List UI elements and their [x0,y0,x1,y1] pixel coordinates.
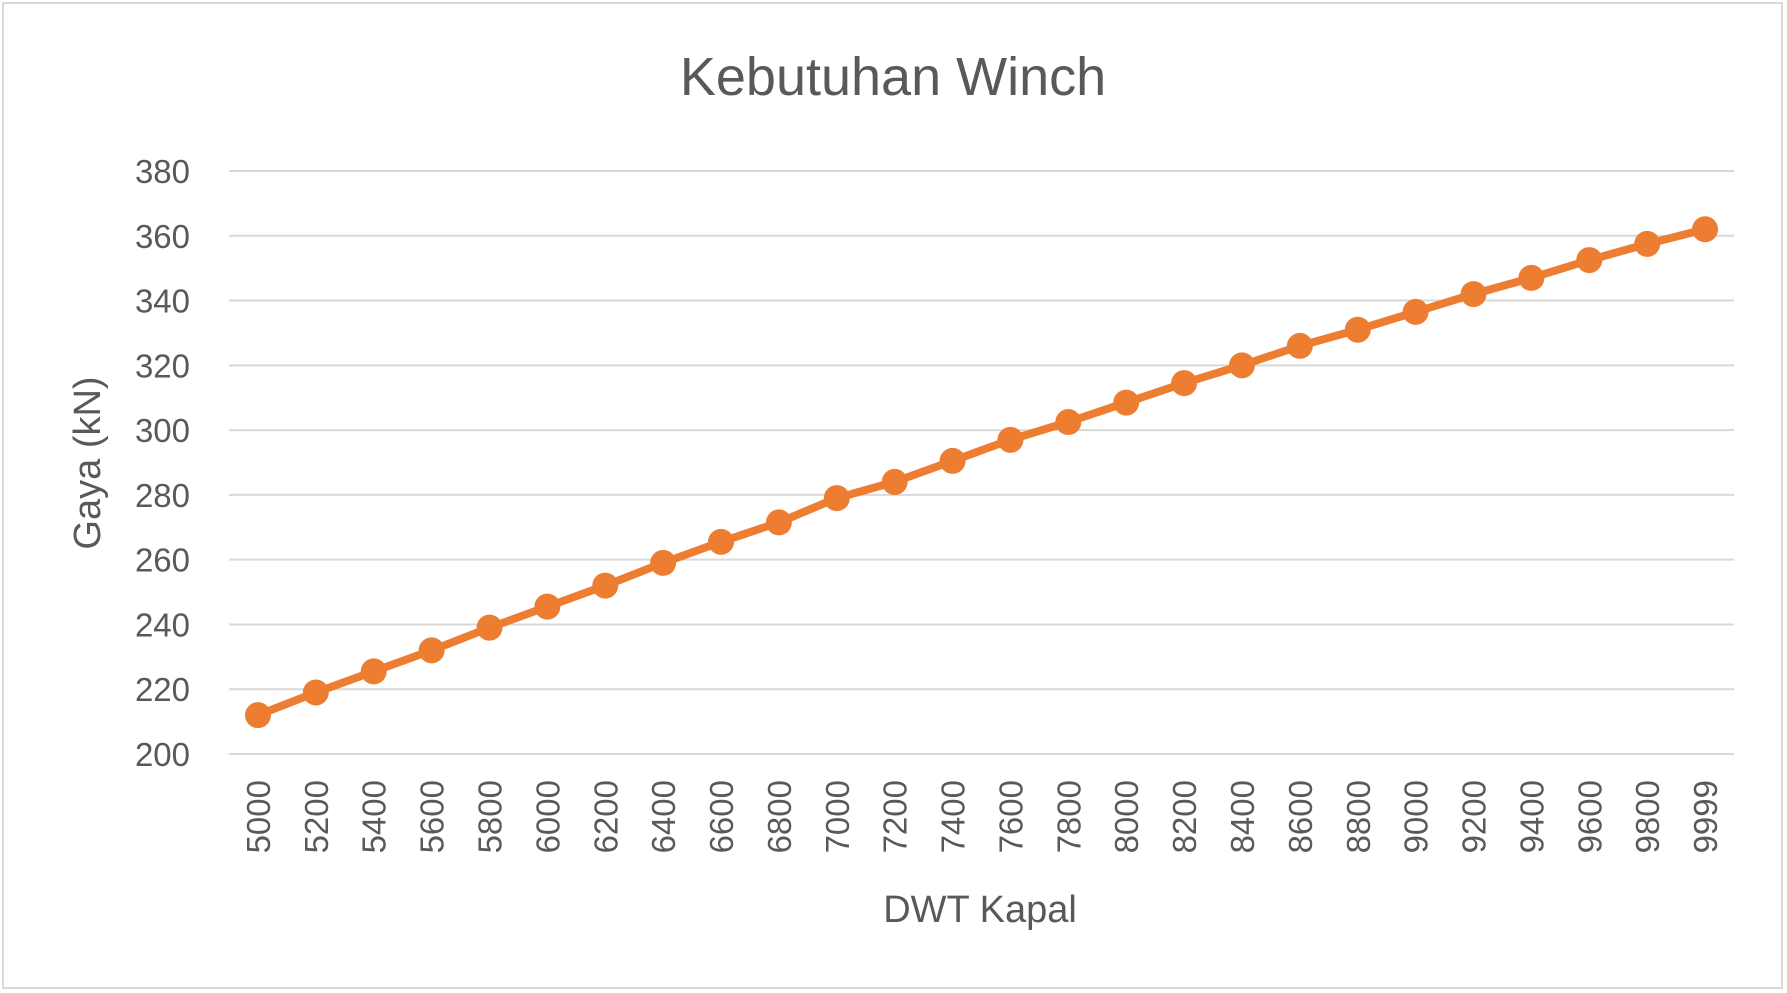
data-point [765,509,792,536]
data-point [1460,281,1487,308]
y-tick-label: 220 [135,671,190,708]
x-tick-label: 7600 [992,780,1029,853]
x-tick-label: 8200 [1166,780,1203,853]
data-point [1692,216,1719,243]
x-tick-label: 7800 [1050,780,1087,853]
data-point [1518,264,1545,291]
x-axis-ticks: 5000 5200 5400 5600 5800 6000 6200 6400 6600 6800… [240,780,1724,853]
x-axis-title: DWT Kapal [883,889,1077,931]
data-point [1634,230,1661,257]
x-tick-label: 9200 [1456,780,1493,853]
y-tick-label: 200 [135,736,190,773]
x-tick-label: 6400 [645,780,682,853]
x-tick-label: 7200 [877,780,914,853]
data-point [881,468,908,495]
data-point [534,593,561,620]
data-point [418,637,445,664]
x-tick-label: 9600 [1571,780,1608,853]
y-tick-label: 380 [135,153,190,190]
x-tick-label: 5600 [414,780,451,853]
data-point [823,485,850,512]
data-point [997,426,1024,453]
data-point [1055,409,1082,436]
x-tick-label: 8600 [1282,780,1319,853]
x-tick-label: 7000 [819,780,856,853]
chart-title: Kebutuhan Winch [680,47,1106,107]
x-tick-label: 9999 [1687,780,1724,853]
series-layer [244,216,1719,729]
y-tick-label: 320 [135,347,190,384]
x-tick-label: 8400 [1224,780,1261,853]
data-point [302,679,329,706]
x-tick-label: 9800 [1629,780,1666,853]
y-tick-label: 240 [135,606,190,643]
data-point [1228,352,1255,379]
data-point [360,658,387,685]
y-axis-title: Gaya (kN) [67,376,109,549]
x-tick-label: 5400 [356,780,393,853]
x-tick-label: 6000 [529,780,566,853]
x-tick-label: 8800 [1340,780,1377,853]
x-tick-label: 9000 [1398,780,1435,853]
data-point [1286,332,1313,359]
x-tick-label: 5800 [471,780,508,853]
y-axis-ticks: 200 220 240 260 280 300 320 340 360 380 [135,153,190,773]
y-tick-label: 260 [135,542,190,579]
x-tick-label: 8000 [1108,780,1145,853]
x-tick-label: 5000 [240,780,277,853]
data-point [1402,298,1429,325]
x-tick-label: 6200 [587,780,624,853]
data-point [476,614,503,641]
x-tick-label: 6600 [703,780,740,853]
x-tick-label: 5200 [298,780,335,853]
y-tick-label: 360 [135,218,190,255]
y-tick-label: 300 [135,412,190,449]
data-point [244,702,271,729]
data-point [1344,316,1371,343]
series-line [253,225,1710,720]
x-tick-label: 7400 [935,780,972,853]
x-tick-label: 9400 [1513,780,1550,853]
data-point [1171,370,1198,397]
x-tick-label: 6800 [761,780,798,853]
y-tick-label: 340 [135,283,190,320]
data-point [650,549,677,576]
data-point [708,528,735,555]
data-point [1113,389,1140,416]
gridlines [229,170,1734,755]
data-point [939,447,966,474]
data-point [592,572,619,599]
y-tick-label: 280 [135,477,190,514]
data-point [1576,247,1603,274]
